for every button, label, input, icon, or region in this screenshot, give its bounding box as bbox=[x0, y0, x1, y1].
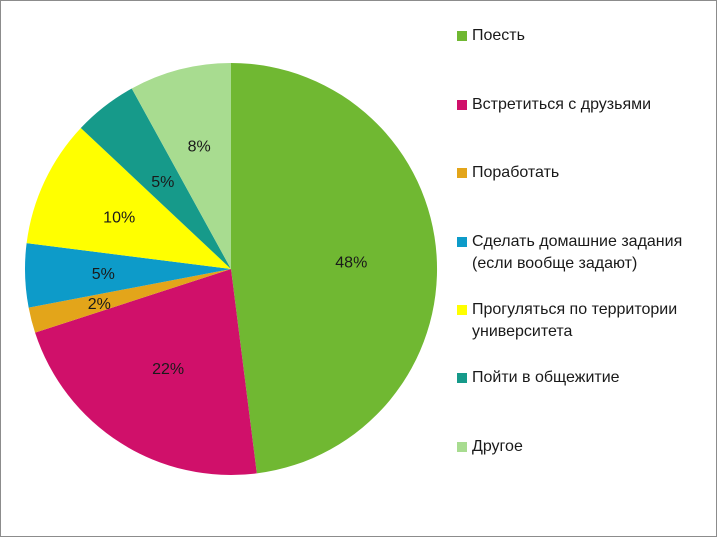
legend-label: Другое bbox=[472, 438, 523, 455]
legend-swatch bbox=[457, 237, 467, 247]
pie-slice-5 bbox=[26, 127, 232, 269]
legend-label: Сделать домашние задания (если вообще за… bbox=[472, 233, 683, 272]
legend-swatch bbox=[457, 31, 467, 41]
pie-data-label-4: 5% bbox=[92, 266, 115, 283]
legend-label: Прогуляться по территории университета bbox=[472, 301, 678, 340]
legend-swatch bbox=[457, 373, 467, 383]
pie-slice-7 bbox=[131, 63, 231, 269]
pie-chart: 48% 22% 2% 5% 10% 5% 8% bbox=[24, 62, 438, 476]
legend-swatch bbox=[457, 168, 467, 178]
pie-slice-6 bbox=[80, 88, 231, 269]
pie-data-label-6: 5% bbox=[151, 174, 174, 191]
pie-data-label-7: 8% bbox=[188, 138, 211, 155]
pie-slice-3 bbox=[28, 269, 232, 333]
legend-swatch bbox=[457, 442, 467, 452]
legend-swatch bbox=[457, 100, 467, 110]
legend-label: Поработать bbox=[472, 164, 560, 181]
pie-slice-4 bbox=[24, 243, 232, 308]
legend-swatch bbox=[457, 305, 467, 315]
pie-data-label-5: 10% bbox=[103, 209, 135, 226]
legend-label: Поесть bbox=[472, 27, 525, 44]
legend-label: Встретиться с друзьями bbox=[472, 96, 652, 113]
pie-data-label-3: 2% bbox=[88, 296, 111, 313]
pie-data-label-2: 22% bbox=[152, 361, 184, 378]
pie-data-label-1: 48% bbox=[335, 254, 367, 271]
legend-label: Пойти в общежитие bbox=[472, 369, 620, 386]
pie-slice-1 bbox=[231, 62, 438, 474]
pie-slice-2 bbox=[35, 269, 257, 476]
